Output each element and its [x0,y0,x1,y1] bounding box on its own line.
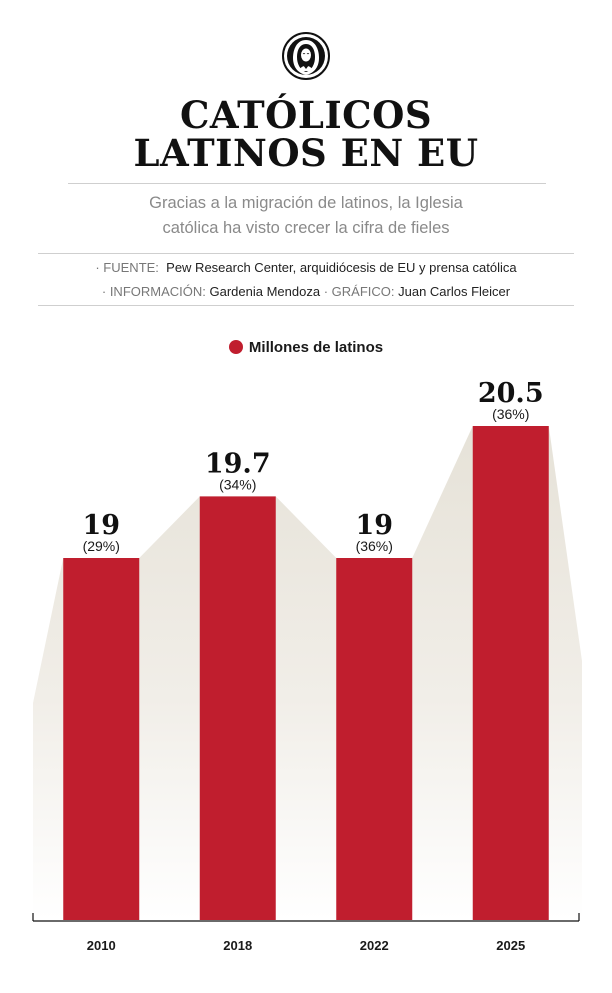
legend-swatch [228,340,243,354]
x-tick-2025: 2025 [496,938,525,953]
chart-legend: Millones de latinos [0,339,612,356]
subtitle-line2: católica ha visto crecer la cifra de fie… [162,219,450,237]
virgin-mary-icon [282,32,330,80]
page-title-line1: CATÓLICOS [179,93,433,137]
subtitle-line1: Gracias a la migración de latinos, la Ig… [149,194,463,212]
credit-info-label: · INFORMACIÓN: [101,284,206,299]
legend-label: Millones de latinos [248,339,384,356]
x-tick-2018: 2018 [223,938,252,953]
divider [38,305,574,306]
share-label-2018: (34%) [219,476,256,492]
bar-2010 [63,558,140,920]
divider [38,253,574,254]
credit-source: · FUENTE: Pew Research Center, arquidióc… [0,258,612,278]
area-shape [33,426,582,920]
bar-2022 [336,558,413,920]
data-label-2018: 19.7 [205,448,271,479]
share-label-2022: (36%) [356,538,393,554]
share-label-2025: (36%) [492,406,529,422]
data-label-2025: 20.5 [478,378,544,409]
credit-graphic-value: Juan Carlos Fleicer [398,284,511,299]
bar-2018 [199,496,276,920]
credit-source-label: · FUENTE: [95,260,159,275]
credit-info-value: Gardenia Mendoza [209,284,321,299]
data-label-2022: 19 [355,510,393,541]
page-title-line2: LATINOS EN EU [133,131,479,175]
data-label-2010: 19 [82,510,120,541]
x-tick-2022: 2022 [360,938,389,953]
divider [68,183,546,184]
credit-graphic-label: · GRÁFICO: [323,284,395,299]
share-label-2010: (29%) [83,538,120,554]
bar-2025 [472,426,549,920]
credit-authors: · INFORMACIÓN: Gardenia Mendoza · GRÁFIC… [0,282,612,302]
credit-source-value: Pew Research Center, arquidiócesis de EU… [166,260,517,275]
x-tick-2010: 2010 [87,938,116,953]
